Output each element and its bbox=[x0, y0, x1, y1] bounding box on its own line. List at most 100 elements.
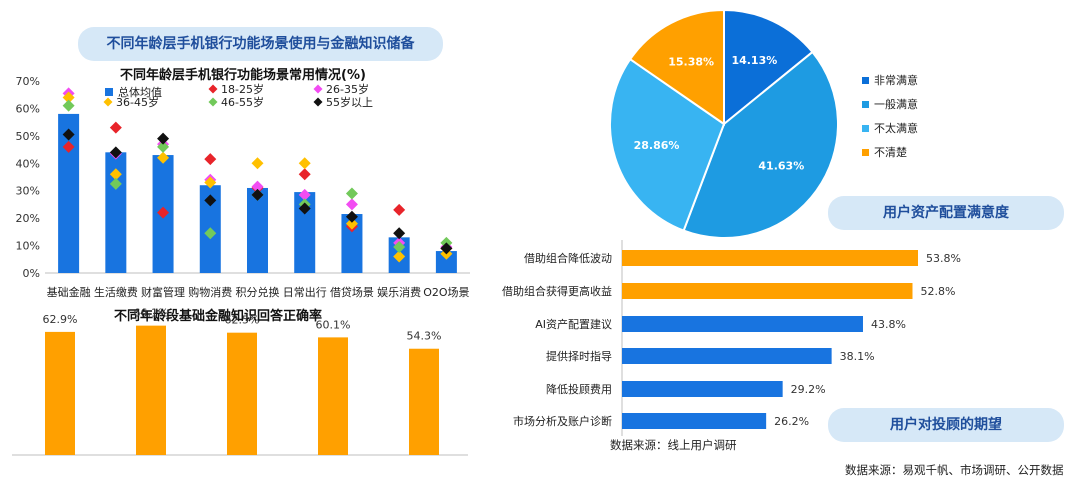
legend-label: 55岁以上 bbox=[326, 95, 373, 109]
legend-marker bbox=[103, 97, 113, 107]
age-group-marker bbox=[62, 91, 75, 104]
expectation-category-label: 借助组合降低波动 bbox=[524, 251, 612, 265]
accuracy-value-label: 60.1% bbox=[316, 318, 351, 331]
age-group-marker bbox=[251, 157, 264, 170]
age-group-marker bbox=[251, 180, 264, 193]
inner-data-source: 数据来源：线上用户调研 bbox=[610, 438, 737, 452]
expectation-value-label: 52.8% bbox=[920, 285, 955, 298]
legend-label: 46-55岁 bbox=[221, 95, 264, 109]
accuracy-value-label: 54.3% bbox=[407, 330, 442, 343]
expectation-section-banner: 用户对投顾的期望 bbox=[828, 408, 1064, 442]
age-group-marker bbox=[298, 188, 311, 201]
age-group-marker bbox=[345, 198, 358, 211]
age-group-marker bbox=[393, 203, 406, 216]
pie-slice bbox=[723, 8, 814, 127]
usage-bar bbox=[247, 187, 268, 273]
age-group-marker bbox=[157, 132, 170, 145]
x-tick-label: 购物消费 bbox=[188, 285, 232, 299]
age-group-marker bbox=[345, 217, 358, 230]
age-group-marker bbox=[157, 151, 170, 164]
x-tick-label: 日常出行 bbox=[283, 285, 327, 299]
expectation-category-label: 提供择时指导 bbox=[546, 349, 612, 363]
pie-legend-label: 不太满意 bbox=[874, 121, 918, 135]
usage-bar bbox=[294, 192, 316, 273]
expectation-value-label: 43.8% bbox=[871, 318, 906, 331]
accuracy-bar bbox=[318, 337, 348, 455]
legend-label: 36-45岁 bbox=[116, 95, 159, 109]
age-group-marker bbox=[345, 187, 358, 200]
age-group-marker bbox=[204, 153, 217, 166]
age-group-marker bbox=[298, 202, 311, 215]
expectation-value-label: 29.2% bbox=[791, 383, 826, 396]
x-tick-label: 生活缴费 bbox=[94, 285, 138, 299]
usage-bar bbox=[341, 214, 363, 273]
age-group-marker bbox=[204, 176, 217, 189]
expectation-category-label: AI资产配置建议 bbox=[535, 317, 612, 331]
accuracy-bar bbox=[45, 331, 75, 455]
age-group-marker bbox=[440, 242, 453, 255]
age-group-marker bbox=[157, 206, 170, 219]
y-tick-label: 30% bbox=[16, 185, 40, 198]
expectation-bar bbox=[622, 413, 767, 429]
age-group-marker bbox=[393, 250, 406, 263]
age-group-marker bbox=[62, 128, 75, 141]
age-group-marker bbox=[393, 227, 406, 240]
x-tick-label: 积分兑换 bbox=[236, 285, 280, 299]
accuracy-bar bbox=[227, 332, 257, 455]
x-tick-label: 借贷场景 bbox=[330, 285, 374, 299]
y-tick-label: 20% bbox=[16, 212, 40, 225]
pie-section-banner: 用户资产配置满意度 bbox=[828, 196, 1064, 230]
pie-slice-label: 28.86% bbox=[634, 139, 680, 152]
expectation-value-label: 53.8% bbox=[926, 252, 961, 265]
age-group-marker bbox=[204, 227, 217, 240]
x-tick-label: 基础金融 bbox=[47, 285, 91, 299]
pie-legend-swatch bbox=[862, 125, 869, 132]
pie-legend-label: 不清楚 bbox=[874, 145, 907, 159]
y-tick-label: 0% bbox=[23, 267, 40, 280]
pie-legend-swatch bbox=[862, 77, 869, 84]
expectation-bar bbox=[622, 250, 918, 266]
usage-bar bbox=[58, 113, 80, 274]
x-tick-label: O2O场景 bbox=[423, 285, 469, 299]
pie-legend-swatch bbox=[862, 149, 869, 156]
pie-legend-label: 非常满意 bbox=[874, 73, 918, 87]
legend-marker bbox=[313, 84, 323, 94]
legend-label-overall: 总体均值 bbox=[118, 85, 162, 99]
legend-marker bbox=[208, 84, 218, 94]
age-group-marker bbox=[157, 140, 170, 153]
main-section-banner: 不同年龄层手机银行功能场景使用与金融知识储备 bbox=[78, 27, 443, 61]
y-tick-label: 70% bbox=[16, 75, 40, 88]
expectation-value-label: 26.2% bbox=[774, 415, 809, 428]
pie-legend-label: 一般满意 bbox=[874, 97, 918, 111]
expectation-bar bbox=[622, 348, 832, 364]
age-group-marker bbox=[298, 157, 311, 170]
y-tick-label: 40% bbox=[16, 157, 40, 170]
expectation-bar bbox=[622, 283, 913, 299]
legend-marker bbox=[313, 97, 323, 107]
expectation-category-label: 降低投顾费用 bbox=[546, 382, 612, 396]
legend-label: 18-25岁 bbox=[221, 82, 264, 96]
usage-bar bbox=[105, 152, 127, 273]
accuracy-value-label: 62.5% bbox=[225, 314, 260, 327]
accuracy-bar bbox=[136, 325, 166, 455]
x-tick-label: 财富管理 bbox=[141, 285, 185, 299]
age-group-marker bbox=[109, 121, 122, 134]
accuracy-chart-title: 不同年龄段基础金融知识回答正确率 bbox=[114, 309, 323, 324]
accuracy-value-label: 66.1% bbox=[134, 307, 169, 320]
age-group-marker bbox=[345, 210, 358, 223]
expectation-bar bbox=[622, 381, 783, 397]
x-tick-label: 娱乐消费 bbox=[377, 285, 421, 299]
age-group-marker bbox=[251, 188, 264, 201]
pie-slice bbox=[682, 50, 839, 239]
expectation-bar bbox=[622, 316, 863, 332]
accuracy-value-label: 62.9% bbox=[43, 313, 78, 326]
expectation-value-label: 38.1% bbox=[840, 350, 875, 363]
outer-data-source: 数据来源：易观千帆、市场调研、公开数据 bbox=[845, 463, 1064, 477]
y-tick-label: 50% bbox=[16, 130, 40, 143]
accuracy-bar bbox=[409, 348, 439, 455]
y-tick-label: 60% bbox=[16, 102, 40, 115]
legend-swatch-overall bbox=[105, 88, 113, 96]
usage-bar bbox=[435, 251, 457, 273]
age-group-marker bbox=[393, 240, 406, 253]
